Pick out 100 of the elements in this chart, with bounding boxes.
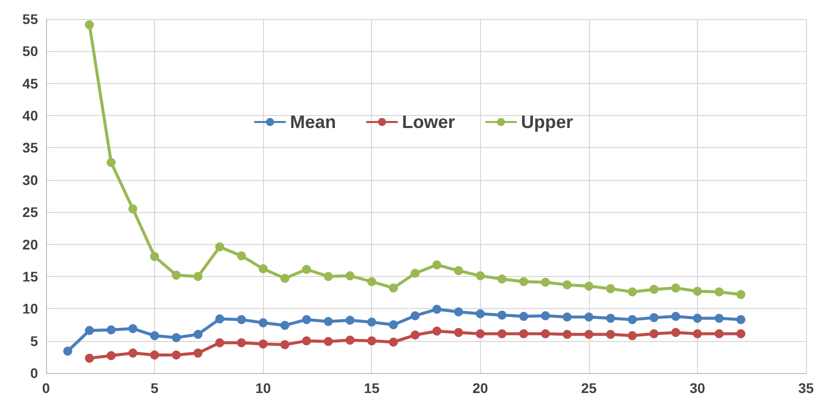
- point: [736, 315, 746, 324]
- point: [476, 271, 485, 280]
- x-tick-label: 35: [798, 380, 814, 396]
- y-tick-label: 25: [22, 204, 38, 220]
- point: [671, 312, 680, 321]
- point: [258, 318, 268, 328]
- point: [606, 314, 616, 323]
- legend-label: Mean: [290, 112, 336, 132]
- point: [258, 264, 268, 274]
- point: [388, 338, 398, 347]
- point: [584, 330, 594, 339]
- y-tick-label: 50: [22, 43, 38, 60]
- point: [280, 340, 290, 350]
- point: [650, 329, 658, 338]
- x-tick-label: 10: [255, 380, 272, 396]
- point: [388, 284, 398, 293]
- point: [172, 350, 181, 360]
- point: [498, 329, 506, 338]
- legend-label: Lower: [402, 112, 456, 132]
- point: [280, 320, 290, 330]
- point: [346, 316, 354, 325]
- point: [432, 260, 442, 270]
- y-tick-label: 20: [22, 236, 38, 252]
- y-tick-label: 40: [22, 108, 38, 124]
- point: [258, 340, 268, 349]
- point: [540, 311, 550, 320]
- point: [106, 158, 116, 168]
- point: [172, 333, 181, 342]
- point: [215, 314, 224, 324]
- point: [106, 325, 116, 334]
- point: [650, 313, 658, 322]
- point: [714, 287, 724, 296]
- point: [324, 272, 333, 281]
- x-tick-label: 25: [581, 380, 597, 396]
- point: [128, 204, 138, 214]
- point: [150, 252, 160, 261]
- point: [280, 274, 290, 283]
- point: [63, 346, 72, 356]
- point: [128, 348, 138, 358]
- point: [302, 264, 312, 274]
- point: [194, 330, 202, 339]
- point: [150, 331, 160, 340]
- point: [562, 280, 572, 290]
- x-tick-label: 30: [690, 380, 706, 396]
- point: [324, 336, 333, 346]
- point: [628, 287, 637, 296]
- point: [367, 336, 376, 346]
- point: [324, 317, 333, 326]
- point: [498, 310, 506, 320]
- point: [454, 266, 464, 276]
- point: [628, 331, 637, 340]
- point: [519, 329, 528, 338]
- point: [410, 268, 420, 278]
- point: [410, 330, 420, 340]
- y-tick-label: 45: [22, 75, 38, 92]
- point: [714, 314, 724, 323]
- point: [150, 350, 160, 360]
- point: [692, 314, 702, 323]
- point: [671, 284, 680, 293]
- point: [84, 20, 94, 30]
- point: [172, 270, 181, 280]
- point: [692, 329, 702, 338]
- point: [215, 242, 224, 252]
- point: [519, 312, 528, 321]
- point: [454, 328, 464, 337]
- point: [736, 290, 746, 299]
- point: [562, 330, 572, 339]
- point: [606, 284, 616, 294]
- point: [476, 329, 485, 338]
- y-tick-label: 10: [22, 300, 38, 317]
- point: [410, 311, 420, 320]
- point: [346, 336, 354, 345]
- point: [367, 318, 376, 327]
- point: [562, 312, 572, 322]
- legend-label: Upper: [521, 112, 574, 132]
- point: [584, 282, 594, 291]
- point: [194, 272, 202, 281]
- point: [84, 326, 94, 336]
- point: [606, 330, 616, 339]
- point: [367, 277, 376, 286]
- point: [215, 338, 224, 348]
- point: [432, 326, 442, 336]
- point: [692, 286, 702, 296]
- point: [388, 320, 398, 330]
- y-tick-label: 5: [30, 332, 38, 349]
- point: [194, 348, 202, 358]
- point: [236, 251, 246, 260]
- point: [302, 315, 312, 324]
- x-tick-label: 5: [150, 380, 159, 396]
- point: [498, 274, 506, 284]
- point: [540, 329, 550, 338]
- x-tick-label: 20: [472, 380, 488, 396]
- point: [84, 354, 94, 363]
- x-tick-label: 0: [42, 380, 50, 396]
- y-tick-label: 55: [22, 11, 38, 27]
- point: [128, 324, 138, 334]
- point: [736, 329, 746, 338]
- x-tick-label: 15: [364, 380, 380, 396]
- point: [432, 304, 442, 314]
- point: [454, 307, 464, 316]
